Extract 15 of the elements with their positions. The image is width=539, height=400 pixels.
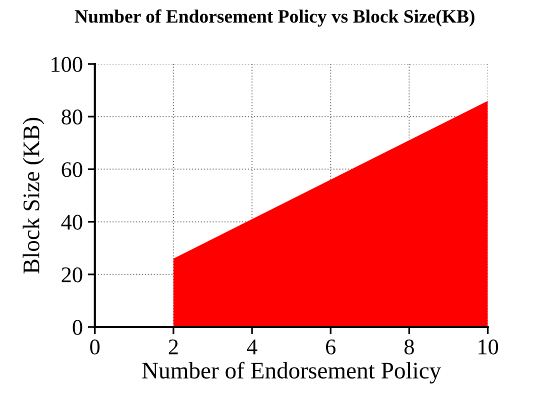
y-tick-label: 20	[62, 267, 82, 282]
x-tick-label: 6	[326, 340, 336, 354]
chart-title: Number of Endorsement Policy vs Block Size(KB)	[74, 9, 474, 27]
y-tick-label: 40	[61, 214, 82, 230]
x-tick-label: 8	[404, 339, 414, 354]
y-axis-title: Block Size (KB)	[22, 118, 44, 274]
y-tick-label: 80	[62, 110, 82, 125]
x-tick-label: 4	[246, 340, 258, 354]
y-tick-label: 100	[52, 56, 82, 72]
y-tick-label: 0	[72, 320, 82, 335]
x-tick-label: 10	[478, 339, 498, 354]
x-tick-label: 0	[90, 339, 100, 354]
y-tick-label: 60	[62, 162, 82, 178]
x-tick-label: 2	[168, 340, 178, 354]
x-axis-title: Number of Endorsement Policy	[142, 362, 442, 384]
